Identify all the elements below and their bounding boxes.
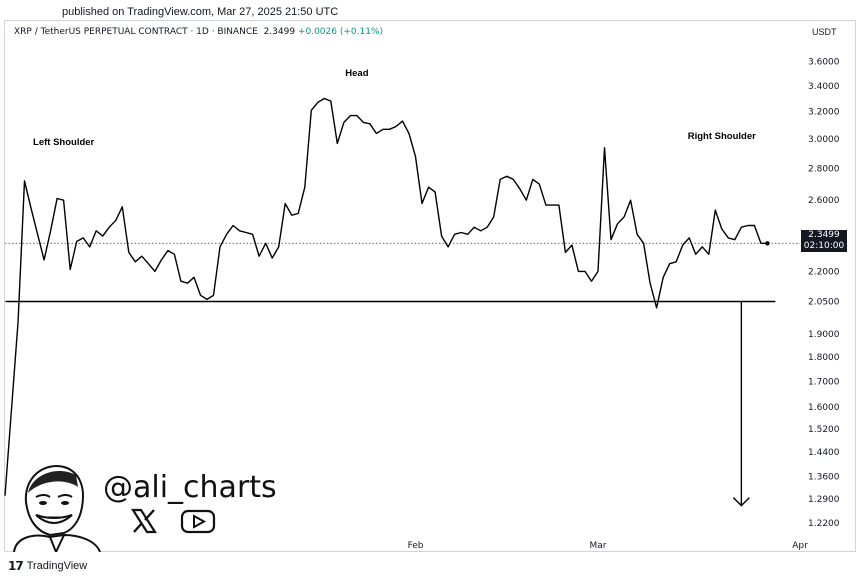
currency-label: USDT (812, 27, 837, 37)
tradingview-brand: TradingView (26, 560, 88, 572)
y-tick-label: 3.6000 (808, 57, 840, 67)
watermark-handle: @ali_charts (103, 470, 277, 505)
social-icons (130, 508, 216, 534)
target-arrow-head (732, 497, 750, 507)
symbol-header: XRP / TetherUS PERPETUAL CONTRACT · 1D ·… (14, 27, 383, 37)
y-tick-label: 3.2000 (808, 108, 840, 118)
x-logo-icon (130, 508, 158, 534)
y-tick-label: 1.2200 (808, 519, 840, 529)
y-tick-label: 1.9000 (808, 330, 840, 340)
last-price-dot (765, 241, 770, 246)
y-tick-label: 2.6000 (808, 196, 840, 206)
y-tick-label: 1.3600 (808, 472, 840, 482)
price-change: +0.0026 (+0.11%) (297, 27, 384, 37)
tradingview-logo[interactable]: 𝟭𝟳 TradingView (8, 559, 87, 573)
y-tick-label: 1.7000 (808, 377, 840, 387)
y-tick-label: 1.2900 (808, 495, 840, 505)
price-tag-countdown: 02:10:00 (803, 241, 845, 251)
price-series-line (4, 97, 768, 496)
x-tick-label: Feb (408, 541, 424, 551)
price-tag-value: 2.3499 (808, 230, 840, 240)
y-tick-label: 2.2000 (808, 267, 840, 277)
annotation-label-2: Right Shoulder (688, 131, 756, 142)
y-tick-label: 1.6000 (808, 403, 840, 413)
y-tick-label: 3.4000 (808, 82, 840, 92)
y-tick-label: 1.5200 (808, 425, 840, 435)
avatar-illustration (13, 465, 101, 552)
x-tick-label: Apr (792, 541, 808, 551)
y-tick-label: 1.4400 (808, 448, 840, 458)
price-tag: 2.3499 02:10:00 (801, 230, 847, 252)
last-price: 2.3499 (263, 27, 296, 37)
y-tick-label: 3.0000 (808, 135, 840, 145)
chart-frame (4, 20, 856, 552)
published-text: published on TradingView.com, Mar 27, 20… (62, 6, 339, 18)
y-tick-label: 2.8000 (808, 165, 840, 175)
tradingview-mark-icon: 𝟭𝟳 (8, 559, 24, 573)
symbol-name: XRP / TetherUS PERPETUAL CONTRACT · 1D ·… (14, 27, 258, 37)
y-tick-label: 2.0500 (808, 298, 840, 308)
y-tick-label: 1.8000 (808, 353, 840, 363)
annotation-label-1: Head (345, 68, 368, 79)
x-tick-label: Mar (589, 541, 606, 551)
annotation-label-0: Left Shoulder (33, 137, 95, 148)
youtube-icon (180, 509, 216, 534)
